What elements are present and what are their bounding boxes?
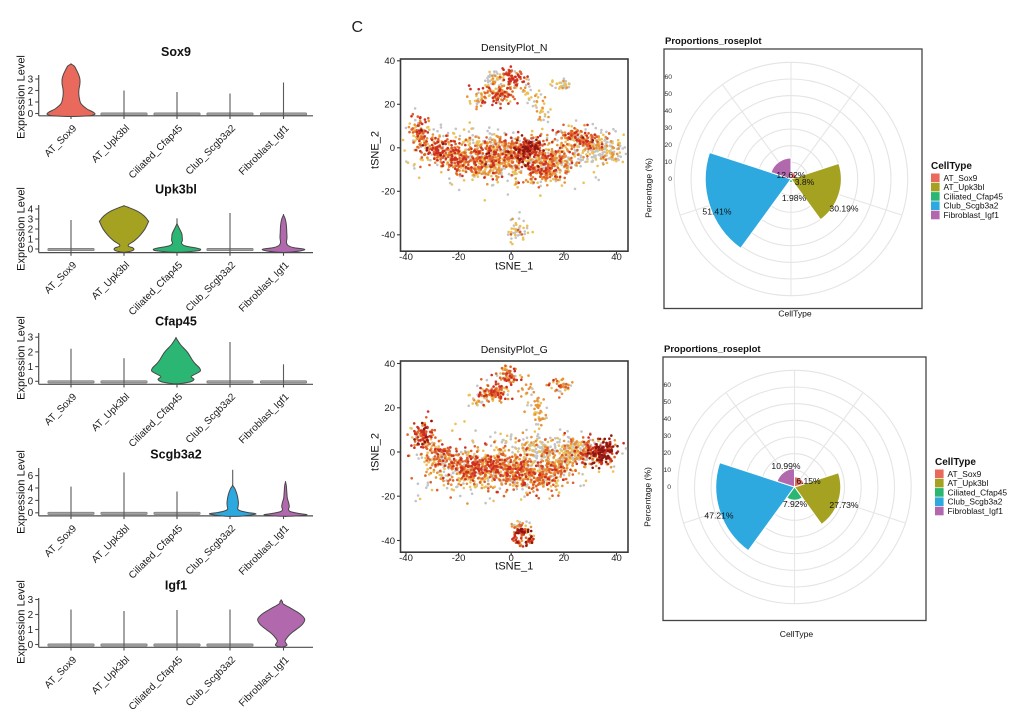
svg-text:0: 0 xyxy=(509,252,514,263)
svg-text:Ciliated_Cfap45: Ciliated_Cfap45 xyxy=(127,123,185,181)
svg-text:Ciliated_Cfap45: Ciliated_Cfap45 xyxy=(127,654,185,712)
svg-text:Igf1: Igf1 xyxy=(165,579,187,593)
svg-text:20: 20 xyxy=(559,252,570,263)
svg-text:DensityPlot_N: DensityPlot_N xyxy=(481,42,548,54)
svg-text:Expression Level: Expression Level xyxy=(16,316,28,400)
svg-text:0: 0 xyxy=(28,109,34,120)
svg-text:AT_Upk3bl: AT_Upk3bl xyxy=(90,655,132,697)
svg-text:0: 0 xyxy=(28,377,34,388)
svg-text:3: 3 xyxy=(28,214,34,225)
svg-text:20: 20 xyxy=(384,100,395,111)
svg-text:Sox9: Sox9 xyxy=(161,45,191,59)
svg-text:Expression Level: Expression Level xyxy=(16,450,28,534)
svg-text:Expression Level: Expression Level xyxy=(16,187,28,271)
svg-text:AT_Upk3bl: AT_Upk3bl xyxy=(90,523,132,565)
svg-text:0: 0 xyxy=(28,640,34,651)
svg-text:AT_Sox9: AT_Sox9 xyxy=(43,123,80,160)
svg-text:Ciliated_Cfap45: Ciliated_Cfap45 xyxy=(127,260,185,318)
svg-text:AT_Sox9: AT_Sox9 xyxy=(43,391,80,428)
svg-text:AT_Sox9: AT_Sox9 xyxy=(43,260,80,297)
svg-text:Expression Level: Expression Level xyxy=(16,55,28,139)
svg-text:40: 40 xyxy=(384,56,395,67)
svg-text:0: 0 xyxy=(509,553,514,564)
svg-text:1: 1 xyxy=(28,234,34,245)
svg-text:tSNE_2: tSNE_2 xyxy=(370,433,382,471)
svg-text:2: 2 xyxy=(28,224,34,235)
svg-text:Fibroblast_Igf1: Fibroblast_Igf1 xyxy=(237,123,292,178)
svg-text:40: 40 xyxy=(611,252,622,263)
svg-text:0: 0 xyxy=(28,244,34,255)
svg-text:Ciliated_Cfap45: Ciliated_Cfap45 xyxy=(127,391,185,449)
svg-text:40: 40 xyxy=(611,553,622,564)
svg-text:Club_Scgb3a2: Club_Scgb3a2 xyxy=(184,391,238,445)
svg-text:-20: -20 xyxy=(381,492,395,503)
svg-text:1: 1 xyxy=(28,97,34,108)
svg-text:6: 6 xyxy=(28,471,34,482)
svg-text:-40: -40 xyxy=(399,252,413,263)
svg-text:Upk3bl: Upk3bl xyxy=(155,183,197,197)
svg-text:-20: -20 xyxy=(452,252,466,263)
svg-text:AT_Sox9: AT_Sox9 xyxy=(43,523,80,560)
svg-text:AT_Upk3bl: AT_Upk3bl xyxy=(90,392,132,434)
svg-text:4: 4 xyxy=(28,204,34,215)
svg-text:Club_Scgb3a2: Club_Scgb3a2 xyxy=(184,260,238,314)
svg-text:2: 2 xyxy=(28,496,34,507)
svg-text:40: 40 xyxy=(384,359,395,370)
svg-text:AT_Sox9: AT_Sox9 xyxy=(43,654,80,691)
svg-text:Cfap45: Cfap45 xyxy=(155,315,197,329)
svg-text:Club_Scgb3a2: Club_Scgb3a2 xyxy=(184,523,238,577)
svg-text:-40: -40 xyxy=(381,230,395,241)
svg-text:-40: -40 xyxy=(381,536,395,547)
svg-text:-40: -40 xyxy=(399,553,413,564)
svg-text:-20: -20 xyxy=(381,187,395,198)
svg-text:2: 2 xyxy=(28,86,34,97)
svg-text:0: 0 xyxy=(390,143,395,154)
svg-text:1: 1 xyxy=(28,362,34,373)
svg-text:DensityPlot_G: DensityPlot_G xyxy=(481,344,548,356)
svg-text:3: 3 xyxy=(28,333,34,344)
svg-text:4: 4 xyxy=(28,483,34,494)
svg-text:2: 2 xyxy=(28,347,34,358)
svg-text:AT_Upk3bl: AT_Upk3bl xyxy=(90,260,132,302)
svg-text:tSNE_1: tSNE_1 xyxy=(495,261,533,273)
svg-text:Fibroblast_Igf1: Fibroblast_Igf1 xyxy=(237,523,292,578)
svg-text:0: 0 xyxy=(390,447,395,458)
svg-text:Fibroblast_Igf1: Fibroblast_Igf1 xyxy=(237,654,292,709)
svg-text:tSNE_1: tSNE_1 xyxy=(495,561,533,573)
svg-text:Club_Scgb3a2: Club_Scgb3a2 xyxy=(184,654,238,708)
svg-text:Fibroblast_Igf1: Fibroblast_Igf1 xyxy=(237,260,292,315)
svg-text:Expression Level: Expression Level xyxy=(16,580,28,664)
svg-text:3: 3 xyxy=(28,595,34,606)
svg-text:3: 3 xyxy=(28,74,34,85)
svg-text:1: 1 xyxy=(28,625,34,636)
svg-text:Fibroblast_Igf1: Fibroblast_Igf1 xyxy=(237,391,292,446)
svg-text:tSNE_2: tSNE_2 xyxy=(370,131,382,169)
svg-text:20: 20 xyxy=(384,403,395,414)
svg-text:Scgb3a2: Scgb3a2 xyxy=(150,448,201,462)
svg-text:Club_Scgb3a2: Club_Scgb3a2 xyxy=(184,123,238,177)
svg-text:0: 0 xyxy=(28,508,34,519)
svg-text:20: 20 xyxy=(559,553,570,564)
svg-text:-20: -20 xyxy=(452,553,466,564)
svg-text:2: 2 xyxy=(28,610,34,621)
svg-text:Ciliated_Cfap45: Ciliated_Cfap45 xyxy=(127,523,185,581)
svg-text:AT_Upk3bl: AT_Upk3bl xyxy=(90,123,132,165)
